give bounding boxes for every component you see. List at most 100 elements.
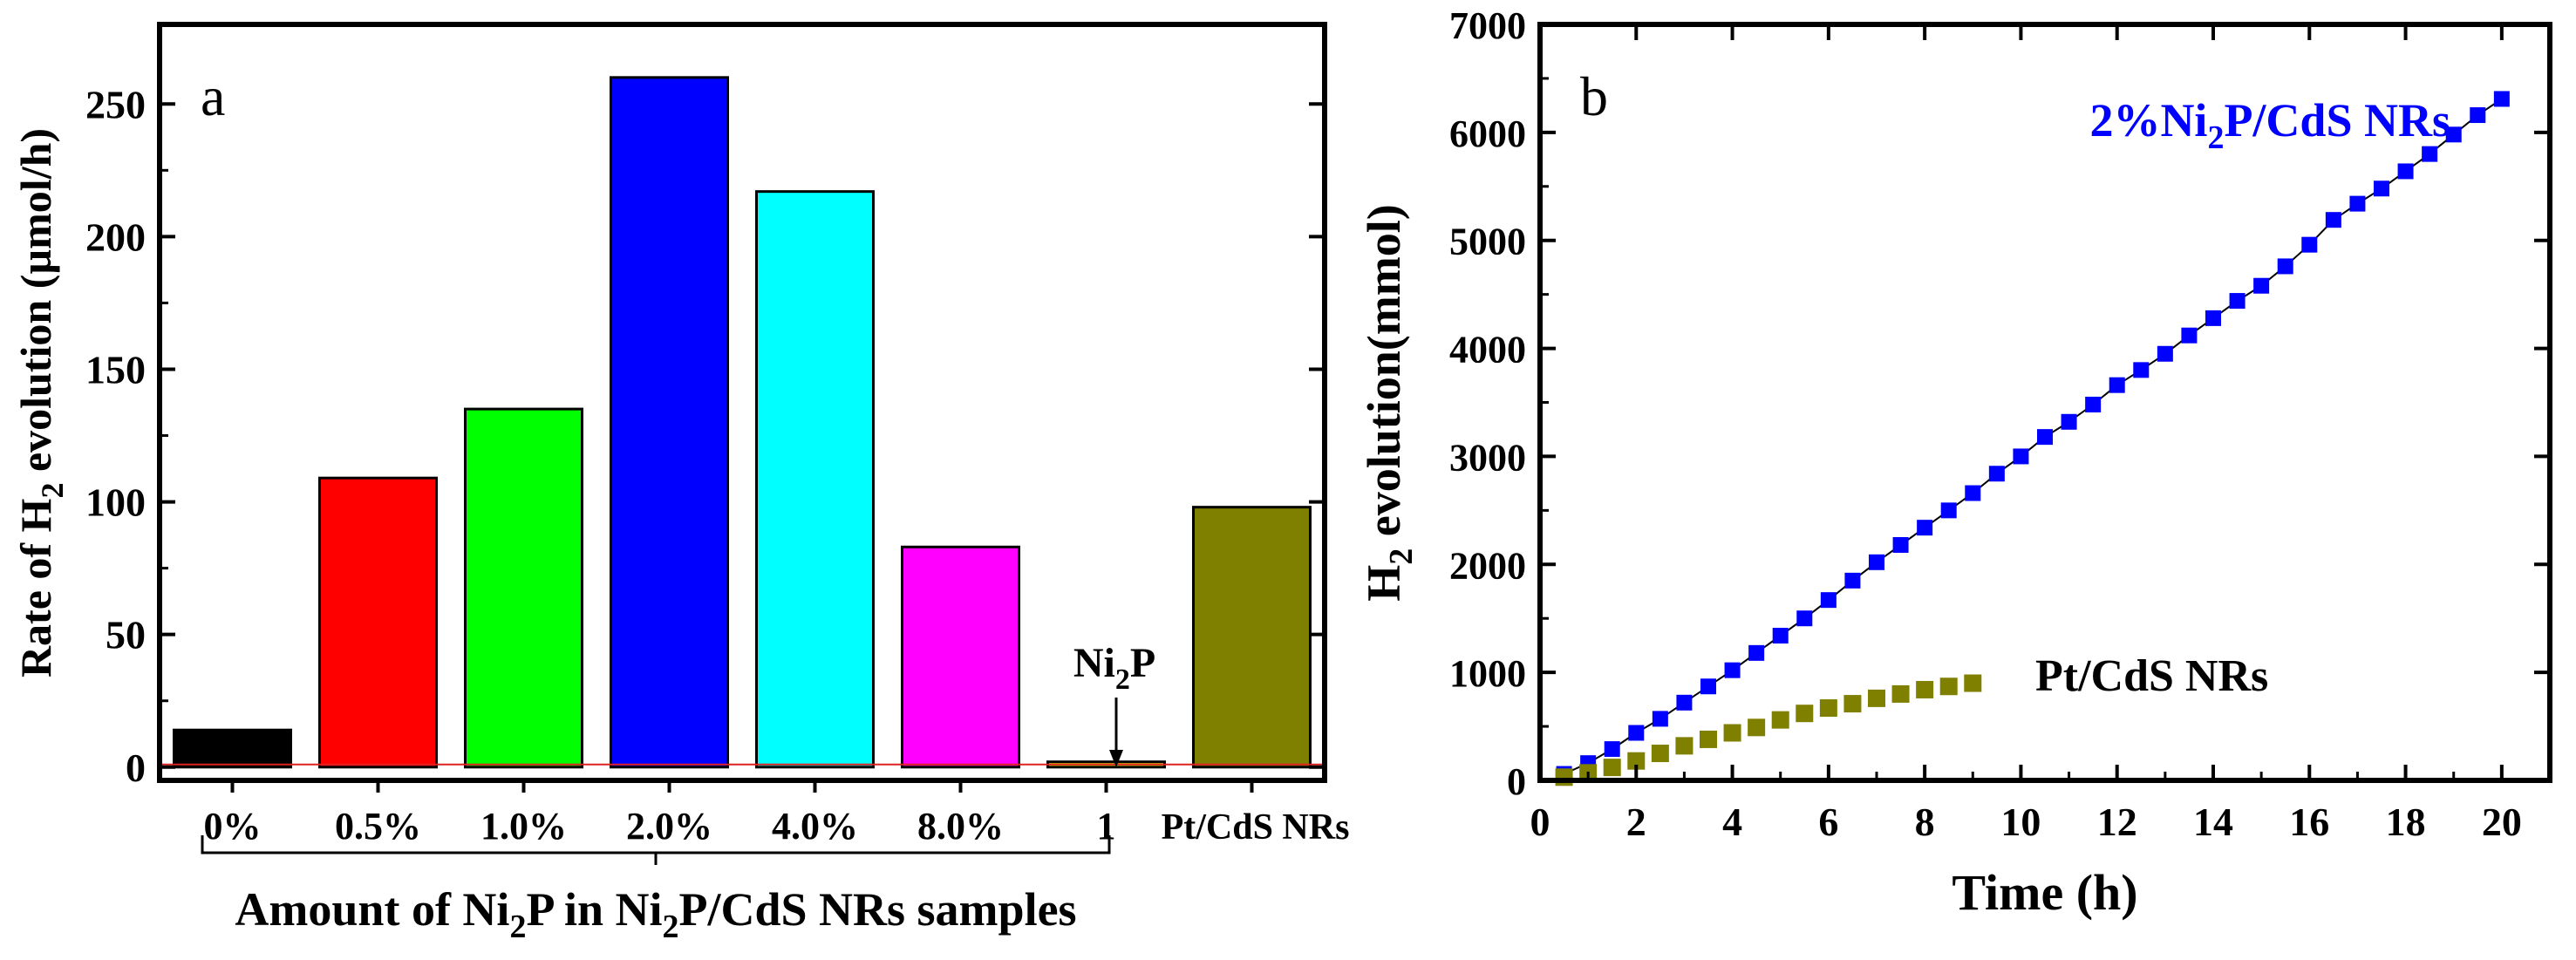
series-1-point [1748,718,1766,737]
series-1-point [1771,711,1789,729]
bar-4 [755,190,875,769]
series-1-point [1627,752,1646,770]
panel-a-ytick-label: 150 [85,347,146,391]
bar-5 [901,545,1020,769]
series-0-point [2422,146,2438,162]
panel-a-plot-frame [157,22,1327,783]
series-1-point [1651,745,1669,763]
series-0-point [1700,678,1716,695]
panel-a-group-brace [201,835,1111,865]
series-1-point [1916,680,1934,698]
panel-a-x-axis-label: Amount of Ni2P in Ni2P/CdS NRs samples [235,883,1076,945]
panel-b-ytick-label: 6000 [1449,112,1526,155]
series-1-point [1868,689,1885,707]
series-1-point [1675,737,1693,755]
panel-b-ytick-label: 1000 [1449,652,1526,695]
panel-a-xtick-label-6: 1 [1097,805,1116,848]
panel-a-y-axis-label: Rate of H2 evolution (µmol/h) [11,128,70,677]
series-0-point [2445,126,2462,143]
series-1-point [1723,724,1741,742]
panel-b-ytick-label: 3000 [1449,436,1526,479]
panel-b-ytick-label: 4000 [1449,329,1526,371]
series-0-point [2277,258,2293,275]
panel-a-ytick-label: 100 [85,480,146,525]
series-1-point [1819,699,1837,718]
panel-b-y-axis-label: H2 evolution(mmol) [1358,204,1420,601]
panel-a-annotation-arrowhead [1109,750,1123,767]
series-label-pt-cds: Pt/CdS NRs [2035,651,2268,701]
panel-b-xtick-label: 6 [1818,800,1838,844]
panel-b-ytick-label: 5000 [1449,221,1526,263]
series-0-point [1869,554,1884,570]
panel-a-xtick-label-0: 0% [204,805,262,848]
series-0-point [1652,711,1668,727]
series-1-point [1891,684,1910,703]
series-0-point [1965,485,1981,501]
series-0-point [2301,236,2318,253]
series-0-point [1820,592,1837,609]
series-0-point [1988,466,2005,482]
series-0-point [2061,413,2077,430]
panel-b-xtick-label: 14 [2193,800,2233,844]
panel-b-xtick-label: 0 [1530,800,1550,844]
bar-2 [464,407,583,769]
panel-a-ytick-label: 0 [126,746,146,790]
series-label-ni2p-cds: 2%Ni2P/CdS NRs [2089,94,2450,156]
series-0-point [1748,644,1765,661]
bar-0 [173,728,292,769]
series-1-point [1603,759,1621,777]
series-0-point [1917,520,1933,536]
panel-b-x-axis-label: Time (h) [1952,864,2137,921]
panel-b-xtick-label: 16 [2289,800,2329,844]
panel-a-bar-chart: a 0 50 100 150 200 250 0% 0.5% 1.0% 2.0% 4.0% 8.0%… [11,22,1350,945]
panel-b-xtick-label: 18 [2386,800,2426,844]
series-1-point [1843,695,1862,713]
panel-b-xtick-label: 10 [2000,800,2041,844]
series-0-point [1844,572,1861,589]
panel-b-ytick-label: 7000 [1449,4,1526,47]
panel-b-xtick-label: 8 [1915,800,1935,844]
series-0-point [2181,327,2198,344]
panel-b-scatter-chart: b 0 1000 2000 3000 4000 5000 6000 7000 0 2 4 6 8 10 1… [1358,4,2552,921]
panel-a-xtick-label-1: 0.5% [335,805,421,848]
bar-3 [610,76,729,769]
bar-1 [318,476,438,769]
panel-b-xtick-label: 4 [1722,800,1742,844]
panel-b-xtick-label: 20 [2482,800,2522,844]
series-0-point [2013,448,2029,465]
series-1-point [1939,677,1958,696]
series-0-point [2253,277,2270,294]
series-0-point [1628,725,1645,741]
series-0-point [2397,163,2414,180]
panel-a-xtick-label-7: Pt/CdS NRs [1162,807,1350,848]
series-0-point [2109,377,2125,393]
panel-a-xtick-label-3: 2.0% [626,805,712,848]
bar-7 [1192,506,1312,769]
panel-b-ytick-label: 2000 [1449,544,1526,587]
series-0-point [2205,310,2221,326]
series-1-point [1700,730,1717,748]
series-0-point [1772,628,1789,644]
series-0-point [2493,91,2510,107]
series-0-point [1796,610,1813,627]
panel-a-annotation: Ni2P [1073,640,1155,696]
series-0-point [2157,345,2173,362]
panel-b-label: b [1580,65,1608,127]
series-1-point [1555,768,1573,786]
panel-a-ytick-label: 50 [106,613,146,657]
panel-a-xtick-label-2: 1.0% [480,805,567,848]
panel-a-label: a [201,65,225,127]
panel-a-xtick-label-5: 8.0% [917,805,1004,848]
panel-a-ytick-label: 200 [85,214,146,259]
series-0-point [2085,396,2102,412]
series-0-point [2325,212,2341,228]
series-0-point [2229,293,2245,310]
series-0-point [1940,502,1957,519]
series-0-point [1892,536,1909,553]
series-0-point [2374,180,2389,197]
panel-b-xtick-label: 2 [1626,800,1646,844]
series-0-point [1604,741,1620,758]
series-0-point [1724,662,1741,678]
panel-b-ytick-label: 0 [1507,760,1526,803]
